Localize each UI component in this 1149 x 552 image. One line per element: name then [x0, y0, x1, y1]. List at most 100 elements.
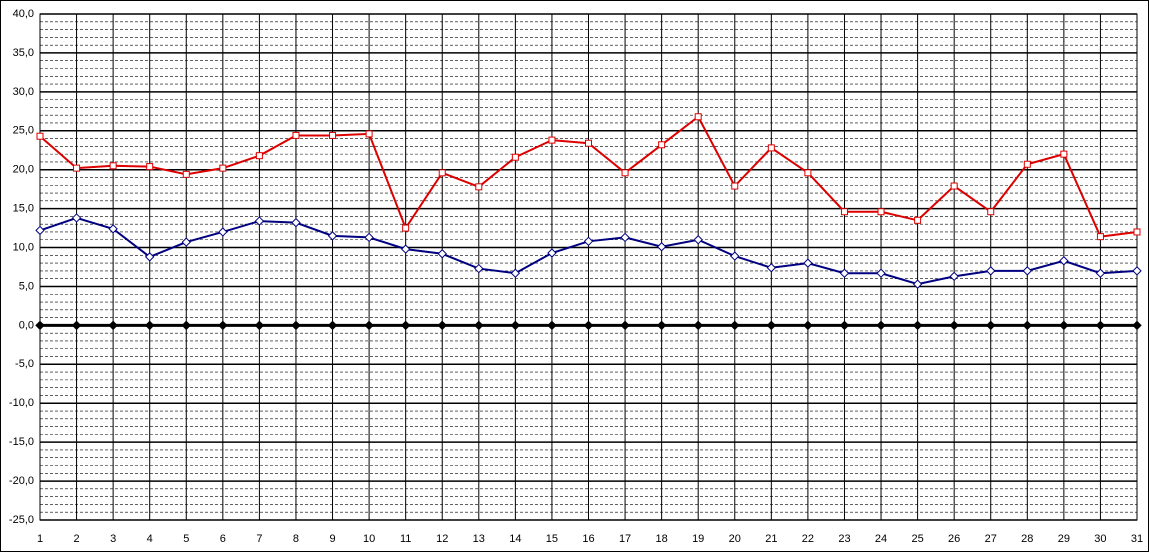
point-marker	[694, 113, 702, 121]
x-tick-label: 20	[729, 533, 741, 545]
point-marker	[766, 320, 777, 331]
x-tick-label: 2	[74, 533, 80, 545]
y-tick-label: 20,0	[13, 164, 34, 176]
y-tick-label: 5,0	[19, 280, 34, 292]
point-marker	[949, 320, 959, 331]
point-marker	[219, 164, 227, 172]
point-marker	[1132, 266, 1142, 276]
point-marker	[364, 232, 374, 243]
y-tick-label: 0,0	[19, 319, 34, 331]
point-marker	[218, 320, 228, 331]
point-marker	[730, 320, 740, 331]
point-marker	[181, 320, 191, 331]
point-marker	[400, 244, 411, 254]
point-marker	[585, 139, 592, 147]
point-marker	[876, 320, 886, 331]
point-marker	[146, 163, 154, 171]
x-tick-label: 7	[256, 533, 262, 545]
point-marker	[437, 249, 447, 259]
point-marker	[365, 130, 373, 138]
point-marker	[1095, 320, 1106, 331]
x-tick-label: 13	[473, 533, 485, 545]
x-tick-label: 30	[1094, 533, 1106, 545]
point-marker	[912, 279, 923, 289]
x-tick-label: 12	[436, 533, 448, 545]
point-marker	[1132, 320, 1142, 331]
point-marker	[218, 227, 228, 237]
y-tick-label: 40,0	[13, 8, 34, 20]
point-marker	[474, 320, 484, 331]
point-marker	[949, 271, 959, 282]
point-marker	[35, 320, 45, 331]
point-marker	[693, 235, 703, 245]
point-marker	[914, 216, 922, 224]
point-marker	[986, 320, 996, 331]
point-marker	[71, 213, 82, 223]
x-tick-label: 24	[875, 533, 887, 545]
point-marker	[109, 162, 117, 170]
point-marker	[327, 320, 338, 331]
point-marker	[583, 236, 594, 247]
x-tick-label: 3	[110, 533, 116, 545]
x-tick-label: 19	[692, 533, 704, 545]
point-marker	[108, 320, 118, 331]
y-tick-label: 25,0	[13, 125, 34, 137]
x-tick-label: 22	[802, 533, 814, 545]
point-marker	[510, 268, 521, 278]
point-marker	[986, 266, 996, 276]
point-marker	[510, 320, 521, 331]
point-marker	[71, 320, 82, 331]
x-tick-label: 8	[293, 533, 299, 545]
point-marker	[1095, 268, 1106, 278]
x-tick-label: 10	[363, 533, 375, 545]
point-marker	[840, 208, 848, 216]
point-marker	[950, 182, 958, 190]
point-marker	[291, 320, 301, 331]
point-marker	[35, 225, 45, 236]
point-marker	[803, 320, 813, 331]
point-marker	[329, 131, 337, 139]
point-marker	[108, 224, 118, 234]
x-tick-label: 6	[220, 533, 226, 545]
point-marker	[1023, 160, 1031, 168]
point-marker	[583, 320, 594, 331]
y-tick-label: 35,0	[13, 47, 34, 59]
point-marker	[475, 183, 483, 191]
point-marker	[400, 320, 411, 331]
x-tick-label: 14	[509, 533, 521, 545]
point-marker	[474, 263, 484, 274]
point-marker	[547, 248, 557, 258]
x-tick-label: 18	[656, 533, 668, 545]
x-tick-label: 29	[1058, 533, 1070, 545]
x-tick-label: 5	[183, 533, 189, 545]
x-tick-label: 16	[582, 533, 594, 545]
point-marker	[803, 258, 813, 268]
point-marker	[364, 320, 374, 331]
point-marker	[327, 231, 338, 241]
point-marker	[876, 268, 886, 278]
y-tick-label: 10,0	[13, 241, 34, 253]
point-marker	[548, 136, 556, 144]
point-marker	[181, 237, 191, 247]
point-marker	[144, 252, 155, 262]
point-marker	[254, 216, 265, 226]
y-tick-label: -25,0	[9, 514, 34, 526]
point-marker	[1022, 266, 1033, 276]
point-marker	[255, 152, 263, 160]
point-marker	[912, 320, 923, 331]
point-marker	[437, 320, 447, 331]
point-marker	[511, 153, 519, 161]
y-tick-label: -20,0	[9, 475, 34, 487]
point-marker	[804, 169, 812, 177]
x-tick-label: 23	[838, 533, 850, 545]
point-marker	[438, 169, 446, 177]
point-marker	[656, 320, 667, 331]
point-marker	[620, 320, 630, 331]
point-marker	[73, 164, 81, 172]
x-tick-label: 4	[147, 533, 153, 545]
x-tick-label: 11	[400, 533, 411, 545]
point-marker	[656, 242, 667, 252]
point-marker	[292, 131, 300, 139]
x-tick-label: 28	[1021, 533, 1033, 545]
